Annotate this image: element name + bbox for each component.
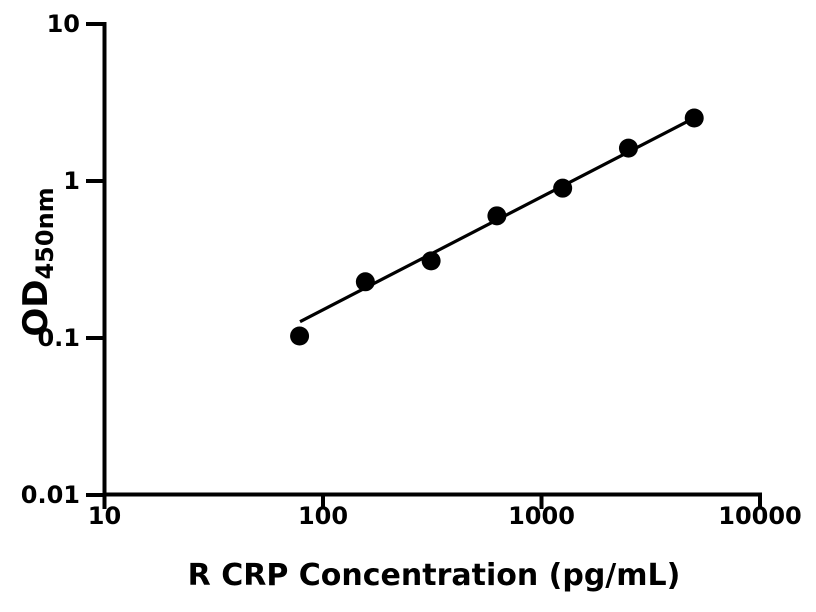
data-point — [290, 326, 310, 346]
data-point — [618, 138, 638, 158]
y-axis-title-subscript: 450nm — [31, 187, 59, 280]
y-tick-label: 0.1 — [37, 324, 80, 352]
data-point — [355, 272, 375, 292]
y-tick-label: 10 — [46, 10, 80, 38]
y-tick-label: 1 — [63, 167, 80, 195]
y-tick-label: 0.01 — [20, 481, 80, 509]
y-axis-title-main: OD — [16, 279, 56, 337]
x-tick-label: 10 — [87, 502, 122, 530]
x-tick-label: 100 — [297, 502, 349, 530]
data-point — [487, 206, 507, 226]
x-tick-label: 1000 — [508, 502, 575, 530]
x-tick-label: 10000 — [718, 502, 802, 530]
data-point — [421, 251, 441, 271]
y-axis-title: OD 450nm — [16, 187, 60, 336]
x-axis-title: R CRP Concentration (pg/mL) — [187, 558, 681, 593]
data-point — [553, 178, 573, 198]
data-point — [684, 108, 704, 128]
